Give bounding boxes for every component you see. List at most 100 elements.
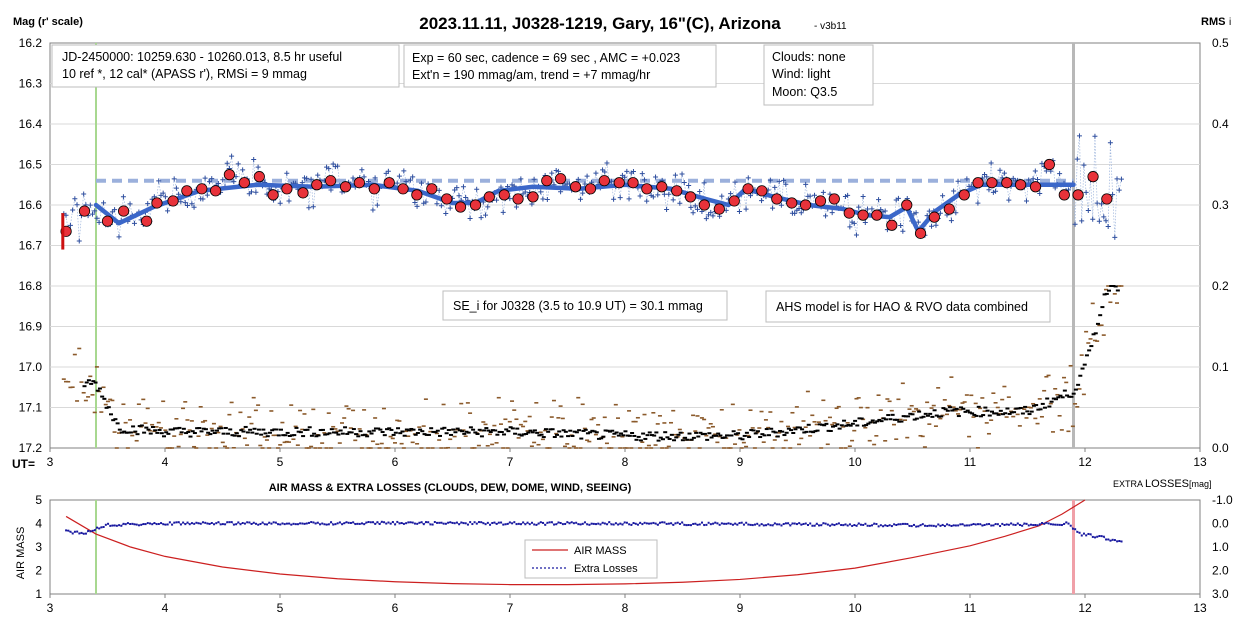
binned-point <box>411 189 423 201</box>
extra-losses-point <box>451 521 454 524</box>
extra-losses-point <box>712 522 715 525</box>
extra-losses-point <box>193 522 196 525</box>
raw-point <box>1006 197 1012 203</box>
raw-point <box>253 189 259 195</box>
raw-point <box>383 170 389 176</box>
extra-losses-point <box>530 521 533 524</box>
binned-point <box>311 179 323 191</box>
raw-point <box>165 208 171 214</box>
raw-point <box>92 208 98 214</box>
extra-losses-point <box>623 521 626 524</box>
binned-point <box>253 171 265 183</box>
extra-losses-point <box>1102 535 1105 538</box>
raw-point <box>876 197 882 203</box>
binned-point <box>1001 177 1013 189</box>
raw-point <box>1101 214 1107 220</box>
top-y2-tick-label: 0.5 <box>1212 36 1229 50</box>
raw-point <box>70 207 76 213</box>
extra-losses-point <box>237 521 240 524</box>
binned-point <box>383 177 395 189</box>
extra-losses-point <box>464 522 467 525</box>
extra-losses-point <box>893 523 896 526</box>
raw-point <box>851 220 857 226</box>
extra-losses-point <box>87 529 90 532</box>
extra-losses-point <box>363 523 366 526</box>
extra-losses-point <box>528 523 531 526</box>
binned-point <box>814 195 827 207</box>
raw-point <box>853 232 859 238</box>
legend: AIR MASS Extra Losses <box>524 539 658 579</box>
raw-point <box>1110 192 1116 198</box>
extra-losses-point <box>396 520 399 523</box>
raw-point <box>626 196 632 202</box>
extra-losses-point <box>595 523 598 526</box>
top-x-tick-label: 6 <box>392 455 399 469</box>
extra-losses-point <box>782 523 785 526</box>
extra-losses-point <box>952 524 955 527</box>
extra-losses-point <box>820 524 823 527</box>
raw-point <box>251 156 257 162</box>
extra-losses-point <box>1074 528 1077 531</box>
info-box-1-line-2: 10 ref *, 12 cal* (APASS r'), RMSi = 9 m… <box>62 67 307 81</box>
binned-point <box>656 181 668 193</box>
raw-point <box>306 205 312 211</box>
raw-point <box>694 206 700 212</box>
raw-point <box>120 194 126 200</box>
bottom-x-tick-label: 6 <box>392 601 399 615</box>
raw-point <box>655 192 661 198</box>
extra-losses-point <box>731 523 734 526</box>
extra-losses-point <box>246 521 249 524</box>
extra-losses-point <box>376 521 379 524</box>
binned-point <box>1101 193 1113 205</box>
extra-losses-point <box>689 524 692 527</box>
extra-losses-point <box>758 524 761 527</box>
bottom-y-tick-label: 1 <box>35 587 42 601</box>
extra-losses-point <box>380 520 383 523</box>
extra-losses-point <box>727 522 730 525</box>
raw-point <box>284 170 290 176</box>
raw-point <box>173 185 179 191</box>
raw-point <box>990 189 996 195</box>
extra-losses-point <box>1023 522 1026 525</box>
raw-point <box>1107 140 1113 146</box>
info-box-3: Clouds: none Wind: light Moon: Q3.5 <box>763 44 874 106</box>
extra-losses-point <box>1089 533 1092 536</box>
extra-losses-point <box>784 522 787 525</box>
raw-point <box>940 193 946 199</box>
raw-point <box>189 201 195 207</box>
extra-losses-point <box>895 524 898 527</box>
extra-losses-point <box>394 523 397 526</box>
raw-point <box>361 174 367 180</box>
raw-point <box>929 223 935 229</box>
raw-point <box>986 187 992 193</box>
binned-point <box>196 183 208 195</box>
extra-losses-point <box>652 521 655 524</box>
binned-point <box>469 199 482 211</box>
extra-losses-point <box>360 522 363 525</box>
raw-point <box>1039 160 1045 166</box>
extra-losses-point <box>1038 523 1041 526</box>
bottom-y-tick-label: 2 <box>35 564 42 578</box>
binned-point <box>828 193 840 205</box>
extra-losses-point <box>778 523 781 526</box>
extra-losses-point <box>243 522 246 525</box>
extra-losses-point <box>332 523 335 526</box>
raw-point <box>865 206 871 212</box>
raw-point <box>418 180 424 186</box>
raw-point <box>580 190 586 196</box>
extra-losses-point <box>482 522 485 525</box>
extra-losses-point <box>1056 523 1059 526</box>
extra-losses-point <box>462 522 465 525</box>
raw-point <box>538 189 544 195</box>
extra-losses-point <box>1014 523 1017 526</box>
extra-losses-point <box>177 521 180 524</box>
extra-losses-point <box>436 521 439 524</box>
raw-point <box>158 192 164 198</box>
extra-losses-point <box>179 523 182 526</box>
extra-losses-point <box>791 522 794 525</box>
extra-losses-point <box>789 524 792 527</box>
extra-losses-point <box>453 522 456 525</box>
extra-losses-point <box>425 521 428 524</box>
raw-point <box>229 153 235 159</box>
binned-point <box>943 203 955 215</box>
